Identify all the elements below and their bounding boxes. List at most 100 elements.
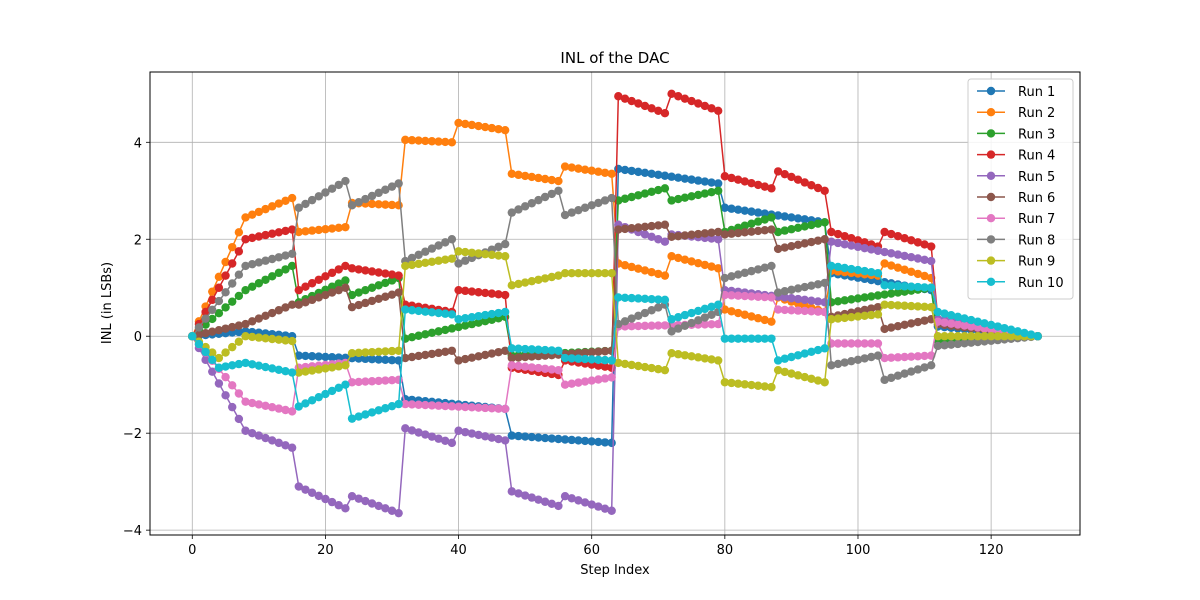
data-point bbox=[873, 339, 883, 348]
data-point bbox=[347, 264, 357, 273]
data-point bbox=[507, 431, 517, 440]
data-point bbox=[813, 297, 823, 306]
data-point bbox=[387, 506, 397, 515]
data-point bbox=[587, 376, 596, 385]
data-point bbox=[900, 282, 909, 291]
data-point bbox=[647, 294, 656, 304]
data-point bbox=[547, 189, 556, 199]
data-point bbox=[813, 280, 823, 289]
data-point bbox=[727, 229, 736, 238]
data-point bbox=[347, 348, 357, 358]
data-point bbox=[700, 304, 710, 314]
data-point bbox=[361, 348, 370, 357]
plot-frame bbox=[149, 71, 1081, 536]
data-point bbox=[893, 288, 903, 297]
data-point bbox=[640, 266, 650, 275]
data-point bbox=[540, 497, 550, 506]
data-point bbox=[893, 301, 903, 310]
data-point bbox=[281, 251, 290, 260]
data-point bbox=[627, 192, 636, 202]
data-point bbox=[367, 408, 377, 417]
data-point bbox=[387, 270, 397, 279]
data-point bbox=[986, 320, 996, 330]
data-point bbox=[287, 249, 297, 259]
data-point bbox=[654, 185, 663, 195]
data-point bbox=[261, 204, 270, 214]
data-point bbox=[933, 341, 943, 351]
data-point bbox=[421, 258, 430, 268]
data-point bbox=[574, 354, 583, 363]
data-point bbox=[747, 219, 756, 228]
data-point bbox=[713, 307, 723, 317]
data-point bbox=[401, 424, 410, 433]
data-point bbox=[840, 240, 849, 249]
data-point bbox=[487, 309, 497, 319]
data-point bbox=[281, 367, 290, 376]
data-point bbox=[700, 229, 710, 238]
data-point bbox=[773, 305, 783, 314]
data-point bbox=[760, 209, 769, 218]
data-point bbox=[913, 282, 923, 292]
data-point bbox=[287, 407, 297, 416]
data-point bbox=[640, 189, 650, 198]
data-point bbox=[520, 171, 530, 181]
data-point bbox=[241, 332, 250, 341]
data-point bbox=[494, 308, 503, 318]
data-point bbox=[374, 355, 383, 364]
data-point bbox=[713, 264, 723, 273]
data-point bbox=[713, 356, 723, 365]
legend-swatch-marker bbox=[986, 277, 996, 286]
legend-swatch-marker bbox=[986, 86, 996, 96]
data-point bbox=[580, 348, 590, 357]
data-point bbox=[833, 262, 843, 272]
data-point bbox=[594, 355, 603, 364]
data-point bbox=[494, 242, 503, 252]
data-point bbox=[540, 345, 550, 355]
data-point bbox=[667, 172, 676, 181]
data-point bbox=[694, 258, 703, 268]
data-point bbox=[574, 496, 583, 505]
data-point bbox=[760, 182, 769, 191]
data-point bbox=[500, 252, 510, 261]
data-point bbox=[254, 314, 264, 323]
data-point bbox=[274, 253, 284, 262]
data-point bbox=[421, 350, 430, 360]
data-point bbox=[474, 430, 483, 440]
data-point bbox=[867, 310, 876, 320]
data-point bbox=[494, 251, 503, 260]
data-point bbox=[214, 353, 224, 363]
data-point bbox=[414, 428, 423, 437]
data-point bbox=[674, 253, 683, 263]
data-point bbox=[487, 123, 497, 133]
data-point bbox=[833, 359, 843, 369]
data-point bbox=[860, 238, 869, 247]
data-point bbox=[880, 227, 889, 237]
legend-swatch-marker bbox=[986, 192, 996, 202]
data-point bbox=[840, 313, 849, 323]
data-point bbox=[567, 354, 576, 363]
data-point bbox=[747, 334, 756, 343]
data-point bbox=[314, 225, 323, 235]
data-point bbox=[520, 202, 530, 211]
data-point bbox=[740, 268, 750, 278]
data-point bbox=[474, 249, 483, 258]
data-point bbox=[367, 377, 377, 386]
data-point bbox=[707, 310, 716, 319]
data-point bbox=[640, 230, 650, 239]
data-point bbox=[654, 221, 663, 230]
data-point bbox=[347, 201, 357, 210]
data-point bbox=[214, 379, 224, 388]
data-point bbox=[873, 291, 883, 300]
series-8 bbox=[188, 176, 1042, 385]
data-point bbox=[228, 361, 237, 370]
data-point bbox=[354, 300, 363, 310]
data-point bbox=[228, 297, 237, 306]
data-point bbox=[674, 173, 683, 182]
data-point bbox=[547, 175, 556, 185]
data-point bbox=[880, 324, 889, 334]
data-point bbox=[461, 119, 470, 129]
x-axis-label: Step Index bbox=[580, 563, 650, 578]
data-point bbox=[221, 324, 230, 333]
data-point bbox=[807, 296, 816, 305]
x-tick-label: 0 bbox=[188, 543, 196, 558]
